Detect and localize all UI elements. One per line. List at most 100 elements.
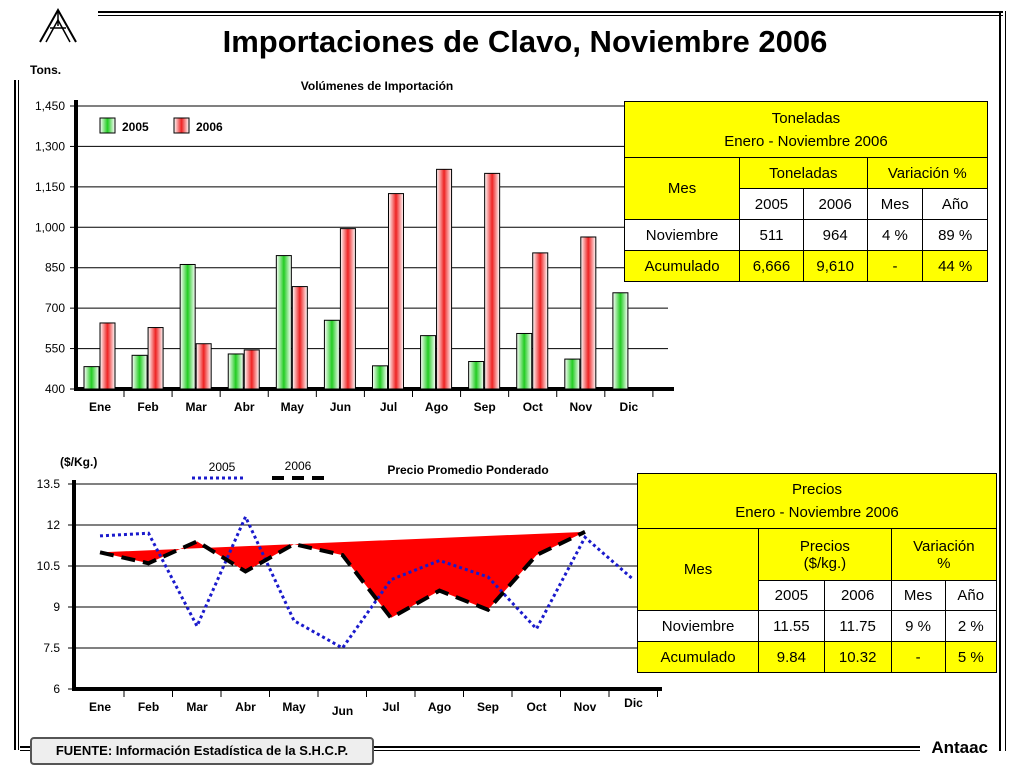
table-prices-title-2: Enero - Noviembre 2006 — [735, 504, 899, 521]
y-tick-label: 1,300 — [35, 139, 65, 153]
legend-label: 2006 — [196, 120, 223, 134]
x-tick-label: Abr — [235, 700, 256, 714]
x-tick-label: Sep — [477, 700, 499, 714]
legend-swatch-2005 — [99, 117, 116, 134]
col-group-variacion: Variación % — [890, 528, 998, 581]
y-axis-label: ($/Kg.) — [60, 455, 97, 469]
cell: 9.84 — [758, 641, 825, 673]
bar-2005 — [83, 366, 100, 390]
bar-2005 — [227, 353, 244, 390]
line-2006 — [99, 530, 586, 621]
page-title: Importaciones de Clavo, Noviembre 2006 — [222, 24, 828, 59]
bar-2006 — [291, 286, 308, 390]
row-label: Acumulado — [636, 641, 760, 673]
y-tick-label: 13.5 — [37, 477, 61, 491]
frame-right-line-2 — [1005, 11, 1006, 751]
frame-bottom-line-2 — [20, 750, 920, 751]
col-group-precios-line2: ($/kg.) — [803, 554, 847, 572]
cell: - — [890, 641, 946, 673]
cell: 9,610 — [802, 250, 868, 282]
bar-2005 — [131, 354, 148, 390]
col-mes: Mes — [623, 157, 741, 220]
col-group-variacion: Variación % — [866, 157, 989, 189]
x-tick-label: May — [281, 400, 305, 414]
frame-bottom-line — [20, 746, 920, 748]
table-row: Acumulado 9.84 10.32 - 5 % — [636, 641, 997, 673]
row-label: Noviembre — [636, 610, 760, 642]
bar-2005 — [179, 263, 196, 390]
y-axis-label: Tons. — [30, 63, 61, 77]
x-tick-label: Ago — [428, 700, 451, 714]
x-tick-label: May — [282, 700, 306, 714]
sub-ano: Año — [922, 188, 988, 220]
cell: - — [866, 250, 924, 282]
bar-2005 — [516, 332, 533, 390]
row-label: Acumulado — [623, 250, 741, 282]
legend-label: 2006 — [285, 459, 312, 473]
y-tick-label: 6 — [53, 682, 60, 696]
cell: 89 % — [922, 219, 988, 251]
y-tick-label: 9 — [53, 600, 60, 614]
bar-2005 — [612, 292, 629, 390]
cell: 44 % — [922, 250, 988, 282]
bar-2006 — [580, 236, 597, 390]
legend-label: 2005 — [209, 460, 236, 474]
cell: 5 % — [944, 641, 997, 673]
table-tons-title-2: Enero - Noviembre 2006 — [724, 132, 888, 150]
chart-title: Precio Promedio Ponderado — [387, 463, 548, 477]
cell: 11.75 — [823, 610, 892, 642]
x-tick-label: Jul — [380, 400, 397, 414]
frame-right-line — [999, 11, 1001, 751]
table-row: Noviembre 11.55 11.75 9 % 2 % — [636, 610, 997, 642]
x-tick-label: Oct — [523, 400, 543, 414]
table-tons-title: Toneladas Enero - Noviembre 2006 — [624, 101, 988, 158]
col-group-precios-line1: Precios — [799, 537, 850, 555]
price-gap-area — [100, 531, 585, 618]
x-tick-label: Nov — [574, 700, 597, 714]
line-chart: 6 7.5 9 10.5 12 13.5 ($/Kg.) Precio Promedio Po… — [37, 455, 662, 718]
frame-left-line-2 — [18, 80, 19, 750]
chart-title: Volúmenes de Importación — [301, 79, 453, 93]
x-tick-label: Jul — [382, 700, 399, 714]
bar-2006 — [195, 343, 212, 390]
x-tick-label: Sep — [474, 400, 496, 414]
bar-2006 — [243, 349, 260, 390]
table-prices-title-1: Precios — [791, 481, 843, 498]
bar-2006 — [339, 228, 356, 390]
bar-2006 — [147, 327, 164, 390]
x-tick-label: Jun — [332, 704, 353, 718]
bar-2006 — [532, 252, 549, 390]
cell: 964 — [802, 219, 868, 251]
legend-label: 2005 — [122, 120, 149, 134]
frame-top-line — [98, 11, 1003, 13]
frame-top-line-2 — [98, 15, 1003, 16]
x-tick-label: Ene — [89, 400, 111, 414]
y-tick-label: 850 — [45, 261, 65, 275]
sub-2006: 2006 — [823, 580, 892, 611]
bar-2006 — [484, 172, 501, 390]
x-tick-label: Feb — [137, 400, 158, 414]
y-tick-label: 1,000 — [35, 220, 65, 234]
y-tick-label: 1,150 — [35, 180, 65, 194]
bar-2005 — [275, 255, 292, 390]
x-tick-label: Ago — [425, 400, 448, 414]
brand-name: Antaac — [931, 738, 988, 757]
cell: 2 % — [944, 610, 997, 642]
x-tick-label: Mar — [185, 400, 207, 414]
table-tons: Toneladas Enero - Noviembre 2006 Mes Ton… — [623, 101, 989, 282]
table-prices-title: Precios Enero - Noviembre 2006 — [637, 473, 997, 529]
x-tick-label: Jun — [330, 400, 351, 414]
sub-2005: 2005 — [739, 188, 804, 220]
cell: 10.32 — [823, 641, 892, 673]
x-tick-label: Dic — [624, 696, 643, 710]
x-tick-label: Feb — [138, 700, 159, 714]
bar-2005 — [468, 361, 485, 390]
y-tick-label: 10.5 — [37, 559, 61, 573]
bar-2006 — [387, 193, 404, 390]
col-mes: Mes — [636, 528, 760, 611]
col-group-precios: Precios ($/kg.) — [758, 528, 892, 581]
x-tick-label: Nov — [569, 400, 592, 414]
cell: 11.55 — [758, 610, 825, 642]
y-tick-label: 12 — [47, 518, 61, 532]
bar-2006 — [99, 322, 116, 390]
